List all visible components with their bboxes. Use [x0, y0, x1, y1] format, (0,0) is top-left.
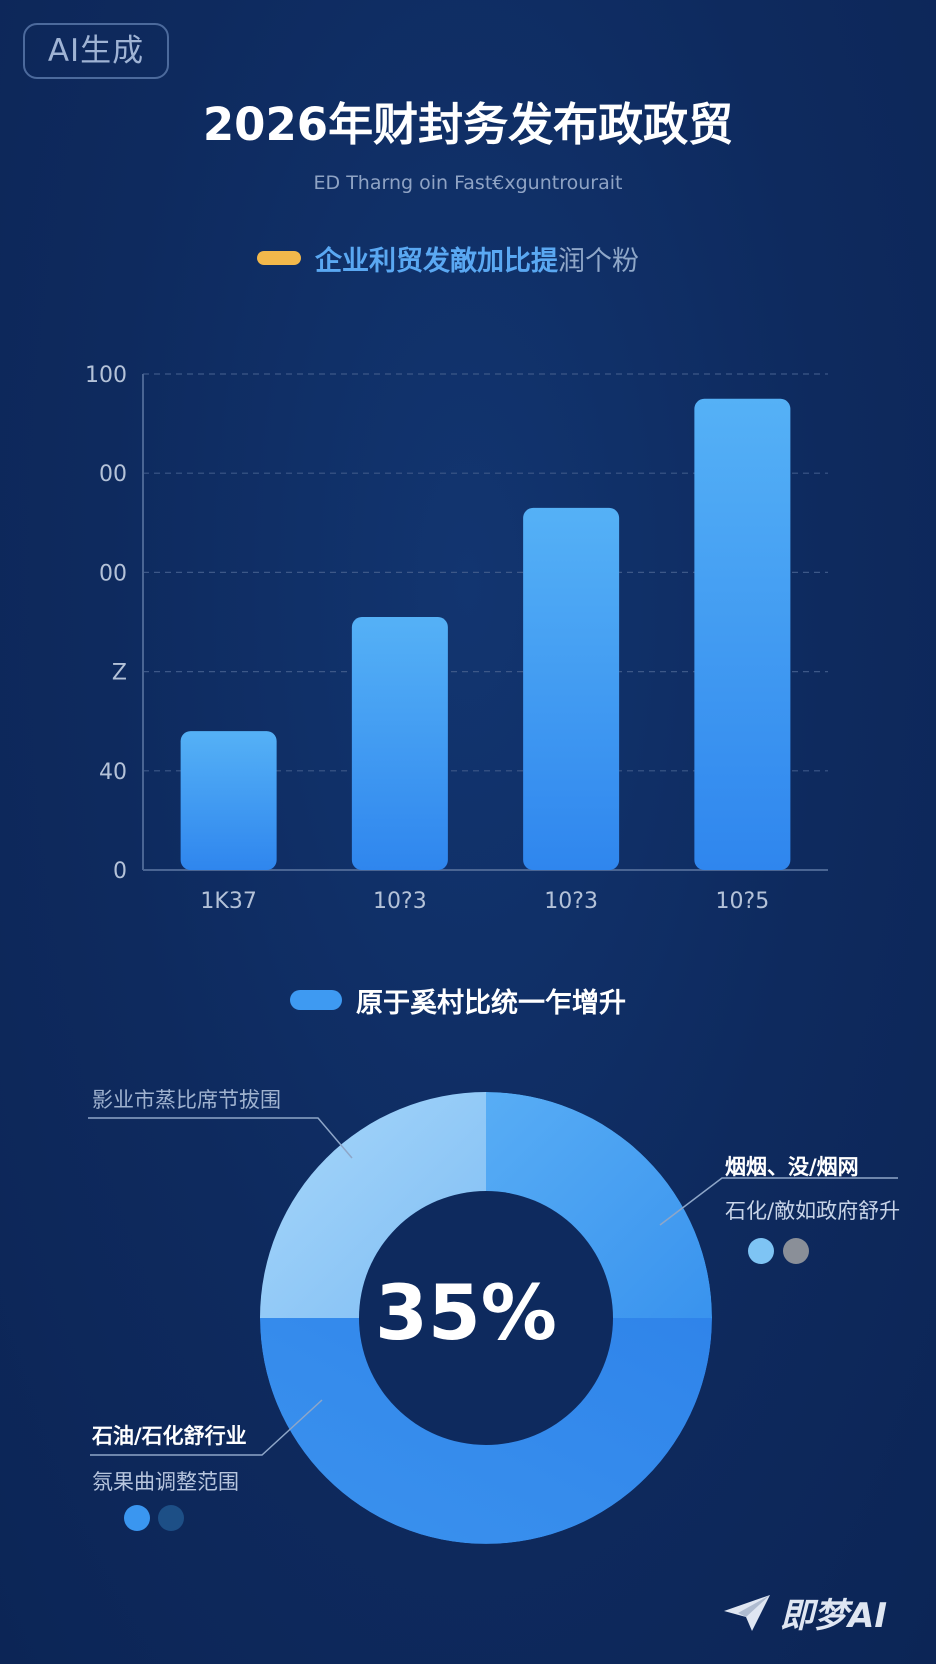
y-tick-label: 00 — [99, 561, 127, 586]
x-tick-label: 10?3 — [544, 889, 598, 914]
watermark-text: 即梦AI — [780, 1596, 887, 1636]
donut-center-value: 35% — [375, 1268, 557, 1357]
indicator-dot — [748, 1238, 774, 1264]
bar — [180, 731, 277, 870]
indicator-dot — [158, 1505, 184, 1531]
legend-swatch — [290, 990, 342, 1010]
y-tick-label: 40 — [99, 760, 127, 785]
watermark: 即梦AI — [722, 1588, 887, 1637]
callout-line-right — [659, 1177, 898, 1226]
indicator-dot — [783, 1238, 809, 1264]
legend-label: 原于奚村比统一乍增升 — [356, 987, 626, 1019]
donut-chart-legend: 原于奚村比统一乍增升 — [290, 980, 626, 1020]
bar — [523, 507, 620, 870]
x-tick-label: 10?5 — [716, 889, 770, 914]
ai-generated-badge: AI生成 — [23, 23, 169, 79]
x-tick-label: 10?3 — [373, 889, 427, 914]
y-tick-label: 100 — [85, 363, 127, 388]
y-tick-label: Z — [112, 661, 127, 686]
bar — [351, 617, 448, 870]
callout-left-title: 石油/石化舒行业 — [92, 1424, 247, 1448]
callout-right-title: 烟烟、没/烟网 — [725, 1155, 859, 1179]
callout-line-top-left — [88, 1117, 353, 1159]
page-title: 2026年财封务发布政政贸 — [202, 98, 734, 151]
callout-left-subtitle: 氛果曲调整范围 — [92, 1470, 239, 1494]
y-tick-label: 0 — [113, 859, 127, 884]
legend-label-tail: 润个粉 — [558, 245, 639, 277]
paper-plane-icon — [724, 1594, 770, 1631]
bar — [694, 398, 791, 870]
callout-right-subtitle: 石化/敵如政府舒升 — [725, 1199, 901, 1223]
x-tick-label: 1K37 — [200, 889, 256, 914]
bar-chart-legend: 企业利贸发敵加比提 润个粉 — [257, 240, 639, 277]
indicator-dot — [124, 1505, 150, 1531]
y-tick-label: 00 — [99, 462, 127, 487]
callout-line-left — [90, 1399, 323, 1456]
callout-lines — [88, 1117, 898, 1456]
legend-swatch — [257, 251, 301, 265]
donut-hole — [359, 1191, 613, 1445]
legend-label: 企业利贸发敵加比提 — [315, 245, 558, 277]
callout-top-left: 影业市蒸比席节拔围 — [92, 1088, 281, 1112]
bar-chart: 0 40 Z 00 00 100 1K37 10?3 10?3 10?5 — [85, 363, 828, 914]
page-subtitle: ED Tharng oin Fast€xguntrourait — [313, 172, 623, 194]
